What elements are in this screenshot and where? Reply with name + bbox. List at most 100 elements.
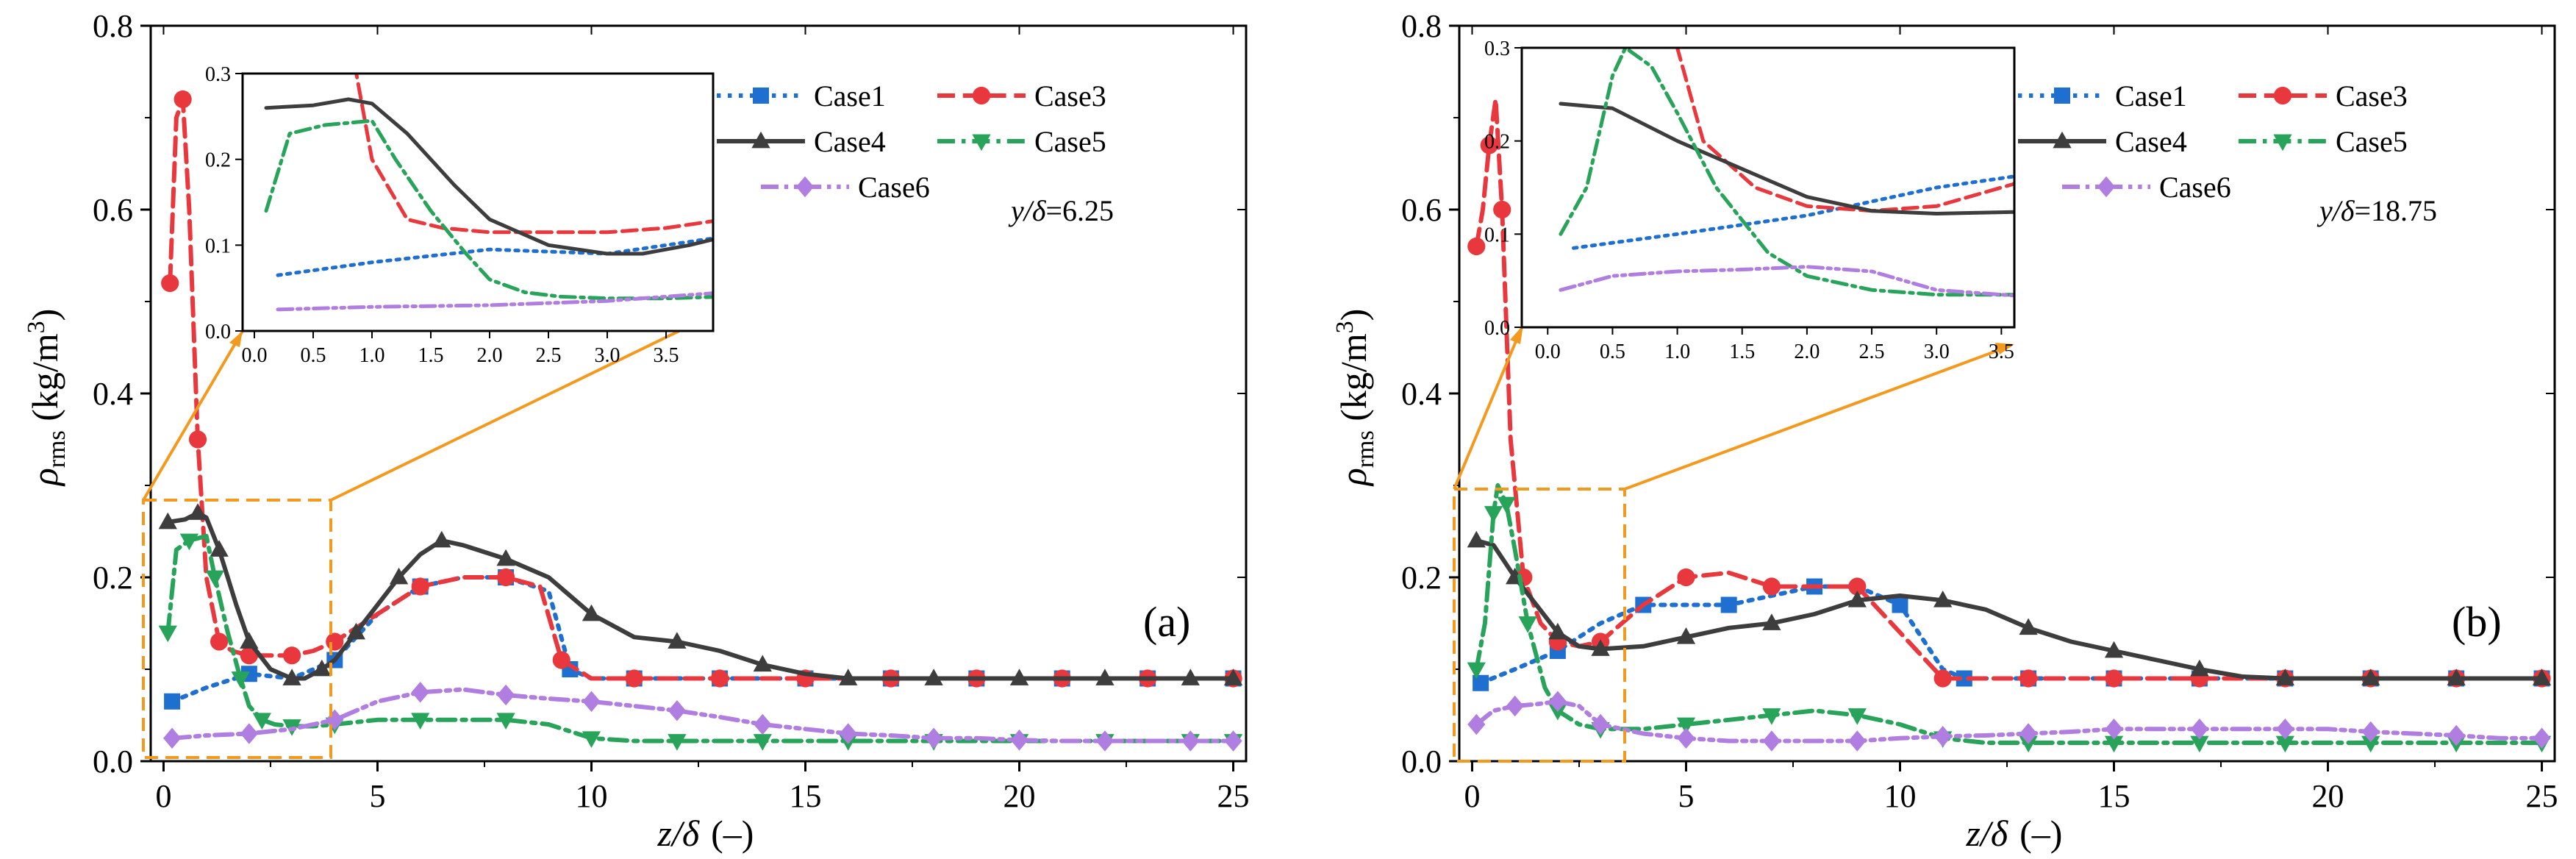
point-case5-a-2 — [179, 533, 199, 551]
series-group-b — [1467, 97, 2552, 753]
inset-x-tick-label-a-2: 1.0 — [359, 344, 385, 367]
point-case4-a-12 — [346, 622, 366, 640]
point-case6-b-2 — [1506, 695, 1524, 717]
inset-x-tick-label-b-2: 1.0 — [1664, 341, 1690, 363]
inset-line-case6-a — [276, 291, 713, 312]
axis-ticks-b: 0 5 10 15 20 25 0.0 0.2 0.4 0.6 0.8 — [1401, 8, 2558, 814]
point-case4-b-24 — [2361, 669, 2380, 685]
annotation-a: y/δ=6.25 — [1008, 194, 1114, 227]
x-axis-var-b: z/δ — [1966, 813, 2008, 854]
zoom-arrowhead-b-2 — [1995, 343, 2014, 354]
point-case5-b-28 — [2361, 735, 2380, 753]
point-case6-b-26 — [2447, 724, 2466, 746]
inset-x-tick-label-a-1: 0.5 — [301, 344, 326, 367]
point-case6-a-2 — [240, 723, 258, 744]
legend-label-case4-a: Case4 — [814, 125, 886, 158]
point-case5-a-4 — [205, 570, 224, 588]
inset-background-b — [1522, 48, 2014, 327]
point-case3-b-16 — [1848, 577, 1867, 596]
y-tick-label-b-1: 0.2 — [1401, 560, 1442, 596]
point-case5-a-16 — [496, 713, 515, 730]
annotation-var-a: y/δ — [1008, 194, 1047, 227]
point-case3-b-4 — [1493, 200, 1511, 219]
point-case1-a-0 — [164, 693, 181, 710]
point-case1-b-6 — [1720, 596, 1737, 613]
point-case5-b-12 — [1676, 717, 1696, 735]
x-tick-label-b-1: 5 — [1678, 778, 1694, 814]
point-case6-b-10 — [1762, 730, 1781, 752]
y-axis-sup-a: 3 — [23, 321, 50, 333]
annotation-val-a: =6.25 — [1045, 194, 1114, 227]
x-tick-label-b-2: 10 — [1883, 778, 1916, 814]
point-case4-a-16 — [432, 530, 451, 548]
annotation-b: y/δ=18.75 — [2316, 194, 2437, 227]
zoom-box-b — [1453, 488, 1626, 763]
legend-marker-case5-b — [2273, 134, 2292, 152]
point-case4-b-12 — [1847, 591, 1867, 607]
inset-line-case6-b — [1559, 265, 2014, 298]
inset-line-case1-a — [276, 236, 713, 277]
inset-background-a — [243, 74, 713, 331]
point-case4-b-6 — [1591, 639, 1610, 656]
point-case4-b-4 — [1548, 622, 1567, 640]
series-group-a — [158, 90, 1243, 752]
point-case4-a-10 — [312, 659, 332, 677]
zoom-connector-b-1 — [1453, 327, 1523, 490]
point-case6-a-4 — [326, 709, 344, 731]
point-case5-b-0 — [1467, 662, 1486, 680]
x-axis-unit-a: (–) — [711, 813, 754, 854]
point-case4-b-28 — [2532, 669, 2552, 685]
point-case3-a-10 — [282, 646, 301, 665]
point-case4-a-0 — [158, 512, 177, 530]
point-case4-a-35 — [1223, 669, 1243, 685]
point-case4-b-16 — [2019, 618, 2038, 635]
y-tick-label-b-3: 0.6 — [1401, 192, 1442, 228]
inset-frame-b — [1520, 46, 2016, 329]
point-case1-b-12 — [1956, 670, 1972, 687]
point-case3-a-4 — [188, 430, 207, 449]
inset-line-case4-b — [1559, 101, 2014, 215]
point-case5-a-18 — [582, 731, 601, 748]
point-case6-a-10 — [582, 691, 601, 713]
point-case5-a-20 — [668, 734, 687, 751]
inset-ticks-b: 0.0 0.5 1.0 1.5 2.0 2.5 3.0 3.5 0.0 0.1 0.2 0.3 — [1484, 38, 2014, 363]
x-tick-label-b-5: 25 — [2526, 778, 2558, 814]
legend-label-case3-b: Case3 — [2336, 79, 2408, 113]
zoom-connector-b-2 — [1624, 344, 2011, 491]
x-tick-label-a-5: 25 — [1217, 778, 1250, 814]
y-axis-close-b: ) — [1333, 309, 1374, 321]
zoom-arrowhead-a-1 — [229, 331, 243, 347]
inset-x-tick-label-a-5: 2.5 — [536, 344, 562, 367]
legend-marker-case4-a — [751, 131, 770, 149]
point-case3-a-18 — [552, 651, 570, 669]
point-case5-a-0 — [158, 625, 177, 643]
zoom-box-a — [142, 499, 332, 759]
point-case6-a-22 — [1095, 730, 1115, 752]
inset-y-tick-label-a-1: 0.1 — [205, 235, 231, 257]
x-tick-label-a-3: 15 — [790, 778, 822, 814]
x-tick-label-a-4: 20 — [1003, 778, 1036, 814]
series-line-case4-a — [165, 510, 1236, 681]
point-case6-a-25 — [1224, 730, 1242, 752]
x-tick-label-b-4: 20 — [2312, 778, 2344, 814]
point-case6-b-28 — [2533, 727, 2551, 749]
inset-line-case5-a — [264, 118, 713, 301]
point-case6-a-6 — [411, 681, 429, 703]
legend-label-case5-b: Case5 — [2336, 125, 2408, 158]
point-case4-a-32 — [1095, 669, 1115, 685]
point-case5-b-24 — [2190, 735, 2209, 753]
y-tick-label-b-0: 0.0 — [1401, 744, 1442, 780]
point-case6-b-22 — [2276, 718, 2294, 740]
point-case4-a-30 — [1009, 669, 1029, 685]
point-case1-b-0 — [1473, 674, 1489, 691]
panel-label-a: (a) — [1143, 598, 1190, 646]
legend-marker-case4-b — [2053, 131, 2072, 149]
point-case6-b-16 — [2019, 723, 2038, 744]
legend-marker-case1-b — [2054, 88, 2070, 104]
point-case3-a-22 — [711, 669, 729, 688]
point-case6-b-12 — [1848, 730, 1867, 752]
x-axis-label-b: z/δ (–) — [1966, 813, 2063, 854]
point-case3-b-2 — [1480, 136, 1498, 154]
y-axis-label-b: ρrms (kg/m3) — [1331, 309, 1379, 488]
inset-y-tick-label-b-0: 0.0 — [1484, 317, 1510, 340]
